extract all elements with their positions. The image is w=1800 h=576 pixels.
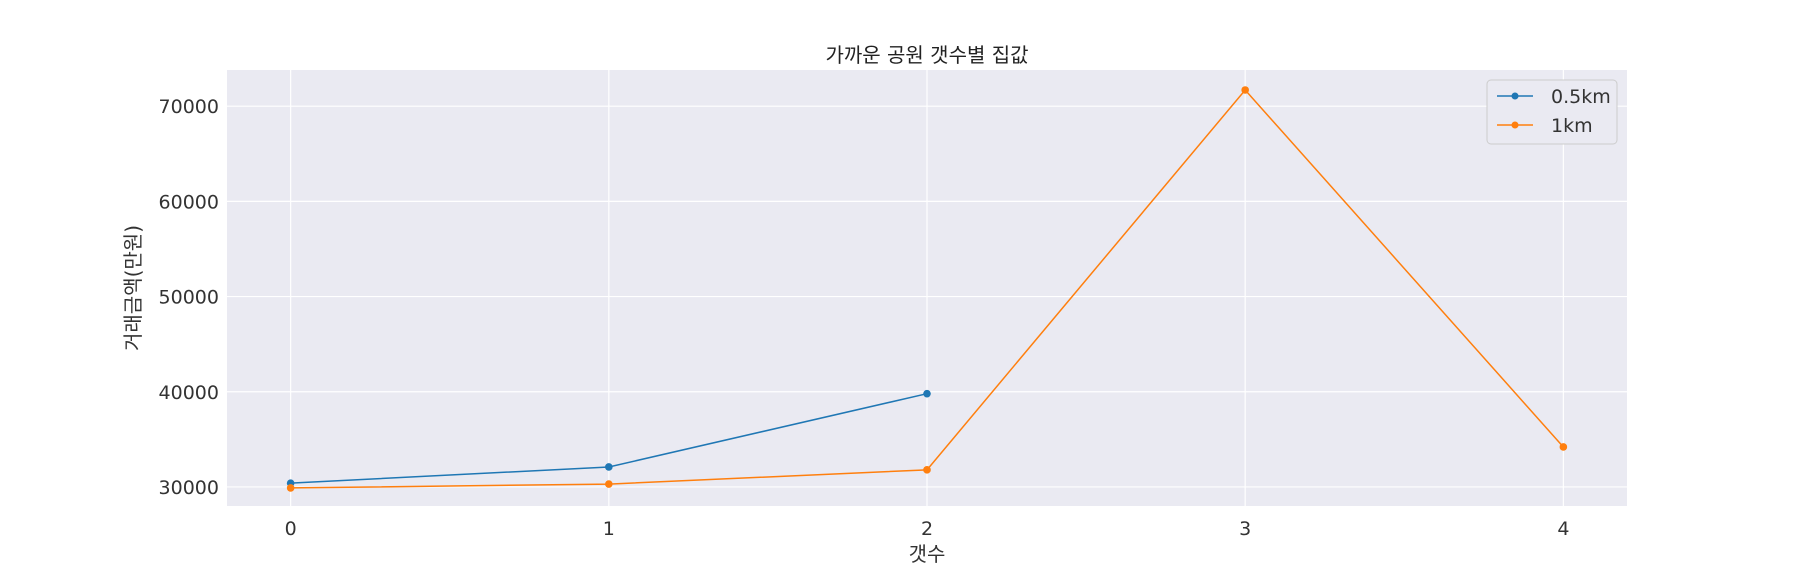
grid-lines bbox=[227, 70, 1627, 506]
data-point-1-3 bbox=[1241, 86, 1249, 94]
x-tick-label-3: 3 bbox=[1239, 518, 1251, 540]
legend-marker-1 bbox=[1511, 121, 1519, 129]
data-point-1-4 bbox=[1559, 443, 1568, 451]
y-axis-label: 거래금액(만원) bbox=[121, 225, 145, 351]
x-axis-label: 갯수 bbox=[909, 542, 946, 566]
y-tick-label-2: 50000 bbox=[159, 287, 219, 309]
chart-title: 가까운 공원 갯수별 집값 bbox=[825, 43, 1028, 67]
data-point-0-2 bbox=[923, 389, 931, 398]
legend: 0.5km 1km bbox=[1486, 79, 1618, 145]
x-tick-label-4: 4 bbox=[1557, 518, 1569, 540]
x-tick-label-2: 2 bbox=[921, 518, 933, 540]
series-layer bbox=[286, 86, 1568, 492]
y-tick-label-1: 40000 bbox=[159, 382, 219, 404]
legend-marker-0 bbox=[1511, 92, 1519, 100]
y-tick-label-3: 60000 bbox=[159, 191, 219, 213]
data-point-1-0 bbox=[286, 484, 295, 492]
tick-labels: 0 1 2 3 4 30000 40000 50000 60000 70000 bbox=[159, 96, 1570, 540]
y-tick-label-0: 30000 bbox=[159, 477, 219, 499]
legend-label-0: 0.5km bbox=[1551, 86, 1611, 108]
data-point-1-2 bbox=[923, 466, 931, 474]
data-point-1-1 bbox=[605, 480, 613, 488]
x-tick-label-1: 1 bbox=[603, 518, 615, 540]
data-point-0-1 bbox=[605, 463, 613, 471]
x-tick-label-0: 0 bbox=[285, 518, 297, 540]
y-tick-label-4: 70000 bbox=[159, 96, 219, 118]
legend-label-1: 1km bbox=[1551, 115, 1593, 137]
